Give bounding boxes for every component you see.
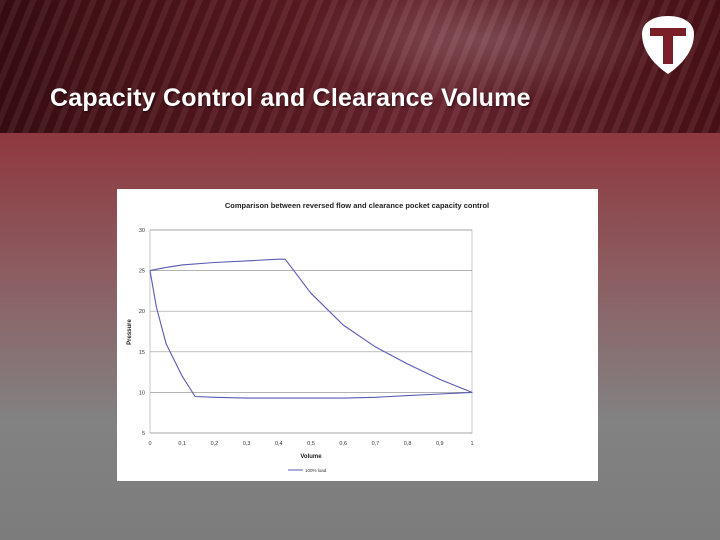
y-tick-label: 30 (139, 228, 145, 234)
x-tick-label: 0,5 (307, 441, 315, 447)
y-tick-label: 15 (139, 350, 145, 356)
x-tick-label: 0,4 (275, 441, 283, 447)
y-tick-label: 25 (139, 269, 145, 275)
x-axis-label: Volume (300, 454, 322, 460)
y-axis-label: Pressure (127, 318, 133, 344)
x-tick-label: 0 (148, 441, 151, 447)
x-tick-label: 0,1 (178, 441, 186, 447)
chart-title: Comparison between reversed flow and cle… (225, 201, 489, 210)
y-tick-label: 20 (139, 309, 145, 315)
y-tick-label: 5 (142, 431, 145, 437)
x-tick-label: 0,6 (339, 441, 347, 447)
y-tick-label: 10 (139, 390, 145, 396)
pressure-volume-chart: Comparison between reversed flow and cle… (127, 201, 489, 473)
t-shield-logo-icon (642, 16, 694, 74)
x-tick-label: 1 (470, 441, 473, 447)
x-tick-label: 0,9 (436, 441, 444, 447)
series-line (149, 258, 473, 399)
chart-panel: Comparison between reversed flow and cle… (117, 189, 598, 481)
plot-area (149, 229, 473, 434)
slide-title: Capacity Control and Clearance Volume (50, 84, 531, 112)
x-tick-label: 0,2 (211, 441, 219, 447)
header-banner (0, 0, 720, 133)
legend: 100% load (288, 468, 327, 473)
x-tick-label: 0,7 (372, 441, 380, 447)
legend-label: 100% load (305, 468, 327, 473)
x-tick-label: 0,3 (243, 441, 251, 447)
x-tick-label: 0,8 (404, 441, 412, 447)
